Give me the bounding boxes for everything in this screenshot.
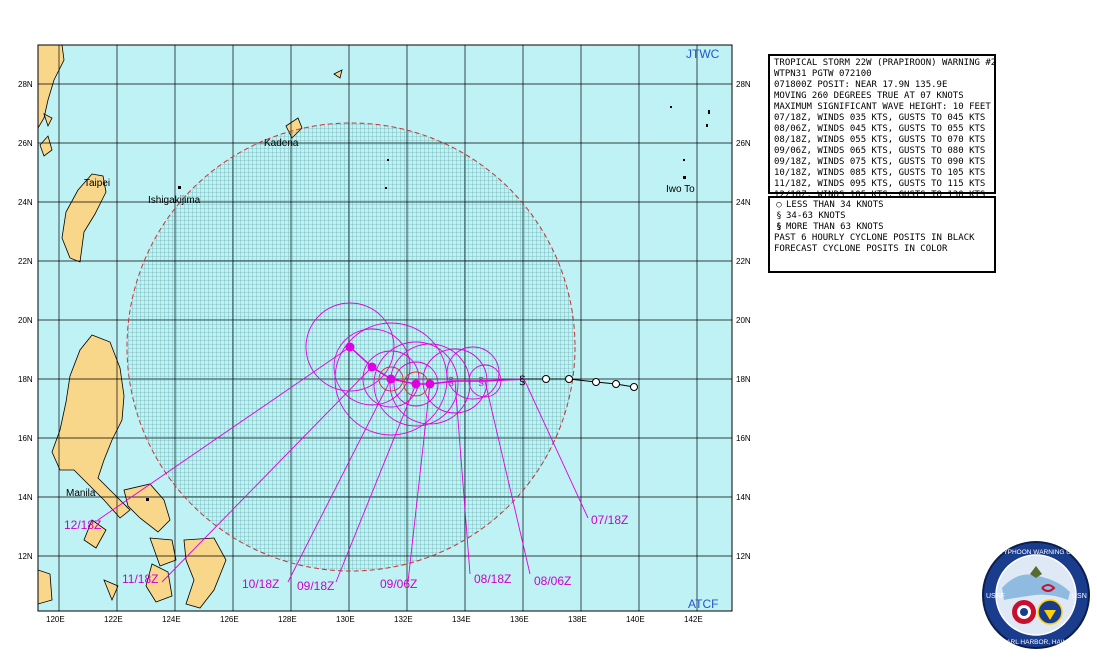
place-ishigakijima: Ishigakijima <box>148 195 201 206</box>
legend-less34: ○ LESS THAN 34 KNOTS <box>774 200 990 211</box>
legend-past: PAST 6 HOURLY CYCLONE POSITS IN BLACK <box>774 233 975 243</box>
dtg-08-18z: 08/18Z <box>474 572 511 586</box>
open-cyclone-icon: § <box>776 211 782 221</box>
place-kadena: Kadena <box>264 138 299 149</box>
land-masses <box>38 45 343 609</box>
place-iwo-to: Iwo To <box>666 184 695 195</box>
svg-text:14N: 14N <box>736 493 751 502</box>
svg-text:20N: 20N <box>736 316 751 325</box>
svg-text:18N: 18N <box>18 375 33 384</box>
past-positions <box>542 375 638 391</box>
svg-text:JOINT TYPHOON WARNING CENTER: JOINT TYPHOON WARNING CENTER <box>979 549 1093 556</box>
warning-header: WTPN31 PGTW 072100 <box>774 69 872 79</box>
jtwc-seal-logo: JOINT TYPHOON WARNING CENTER PEARL HARBO… <box>979 541 1093 649</box>
svg-text:USAF: USAF <box>986 593 1005 600</box>
wind-radii <box>305 302 502 436</box>
lat-labels-right: 28N 26N 24N 22N 20N 18N 16N 14N 12N <box>736 80 751 561</box>
svg-text:22N: 22N <box>18 257 33 266</box>
legend-34-63: § 34-63 KNOTS <box>774 211 990 222</box>
forecast-line: 12/18Z, WINDS 105 KTS, GUSTS TO 130 KTS <box>774 190 986 200</box>
svg-text:128E: 128E <box>278 615 297 624</box>
svg-text:132E: 132E <box>394 615 413 624</box>
svg-text:120E: 120E <box>46 615 65 624</box>
jtwc-label: JTWC <box>686 47 720 61</box>
filled-cyclone-icon: § <box>776 222 782 232</box>
svg-text:26N: 26N <box>18 139 33 148</box>
forecast-line: 08/06Z, WINDS 045 KTS, GUSTS TO 055 KTS <box>774 124 986 134</box>
dtg-07-18z: 07/18Z <box>591 513 628 527</box>
map-frame <box>37 44 733 612</box>
svg-text:§: § <box>478 376 484 388</box>
svg-text:12N: 12N <box>18 552 33 561</box>
svg-text:124E: 124E <box>162 615 181 624</box>
svg-text:134E: 134E <box>452 615 471 624</box>
svg-text:122E: 122E <box>104 615 123 624</box>
svg-text:140E: 140E <box>626 615 645 624</box>
svg-text:14N: 14N <box>18 493 33 502</box>
dtg-08-06z: 08/06Z <box>534 574 571 588</box>
forecast-line: 10/18Z, WINDS 085 KTS, GUSTS TO 105 KTS <box>774 168 986 178</box>
dtg-09-18z: 09/18Z <box>297 579 334 593</box>
svg-text:§: § <box>448 376 454 388</box>
forecast-line: 09/18Z, WINDS 075 KTS, GUSTS TO 090 KTS <box>774 157 986 167</box>
warning-wave: MAXIMUM SIGNIFICANT WAVE HEIGHT: 10 FEET <box>774 102 991 112</box>
svg-text:28N: 28N <box>736 80 751 89</box>
dtg-11-18z: 11/18Z <box>122 572 158 586</box>
legend-more63: § MORE THAN 63 KNOTS <box>774 222 990 233</box>
place-labels: Kadena Taipei Ishigakijima Iwo To Manila <box>66 138 695 499</box>
lon-labels: 120E 122E 124E 126E 128E 130E 132E 134E … <box>46 615 703 624</box>
place-taipei: Taipei <box>84 178 110 189</box>
warning-box: TROPICAL STORM 22W (PRAPIROON) WARNING #… <box>768 54 997 200</box>
svg-text:18N: 18N <box>736 375 751 384</box>
svg-text:16N: 16N <box>18 434 33 443</box>
tropical-cyclone-map: § § § <box>18 44 751 624</box>
atcf-label: ATCF <box>688 597 718 611</box>
dtg-labels: 12/18Z 11/18Z 10/18Z 09/18Z 09/06Z 08/18… <box>64 513 628 593</box>
svg-text:26N: 26N <box>736 139 751 148</box>
svg-text:12N: 12N <box>736 552 751 561</box>
svg-text:20N: 20N <box>18 316 33 325</box>
forecast-line: 09/06Z, WINDS 065 KTS, GUSTS TO 080 KTS <box>774 146 986 156</box>
svg-text:28N: 28N <box>18 80 33 89</box>
svg-text:22N: 22N <box>736 257 751 266</box>
forecast-line: 07/18Z, WINDS 035 KTS, GUSTS TO 045 KTS <box>774 113 986 123</box>
legend-forecast: FORECAST CYCLONE POSITS IN COLOR <box>774 244 948 254</box>
svg-text:USN: USN <box>1072 593 1087 600</box>
current-position-icon: § <box>519 373 526 387</box>
warning-title: TROPICAL STORM 22W (PRAPIROON) WARNING #… <box>774 58 997 68</box>
svg-text:130E: 130E <box>336 615 355 624</box>
svg-text:138E: 138E <box>568 615 587 624</box>
svg-text:16N: 16N <box>736 434 751 443</box>
svg-text:24N: 24N <box>18 198 33 207</box>
svg-text:PEARL HARBOR, HAWAII: PEARL HARBOR, HAWAII <box>998 639 1075 646</box>
forecast-line: 08/18Z, WINDS 055 KTS, GUSTS TO 070 KTS <box>774 135 986 145</box>
open-circle-icon: ○ <box>776 200 782 210</box>
leader-lines <box>97 346 589 583</box>
legend-box: ○ LESS THAN 34 KNOTS § 34-63 KNOTS § MORE T… <box>768 196 996 273</box>
warning-moving: MOVING 260 DEGREES TRUE AT 07 KNOTS <box>774 91 964 101</box>
dtg-09-06z: 09/06Z <box>380 577 417 591</box>
svg-text:24N: 24N <box>736 198 751 207</box>
svg-text:136E: 136E <box>510 615 529 624</box>
warning-posit: 071800Z POSIT: NEAR 17.9N 135.9E <box>774 80 948 90</box>
svg-text:126E: 126E <box>220 615 239 624</box>
dtg-10-18z: 10/18Z <box>242 577 279 591</box>
dtg-12-18z: 12/18Z <box>64 518 101 532</box>
forecast-line: 11/18Z, WINDS 095 KTS, GUSTS TO 115 KTS <box>774 179 986 189</box>
lat-labels-left: 28N 26N 24N 22N 20N 18N 16N 14N 12N <box>18 80 33 561</box>
svg-text:142E: 142E <box>684 615 703 624</box>
island-markers <box>146 106 710 501</box>
place-manila: Manila <box>66 488 96 499</box>
